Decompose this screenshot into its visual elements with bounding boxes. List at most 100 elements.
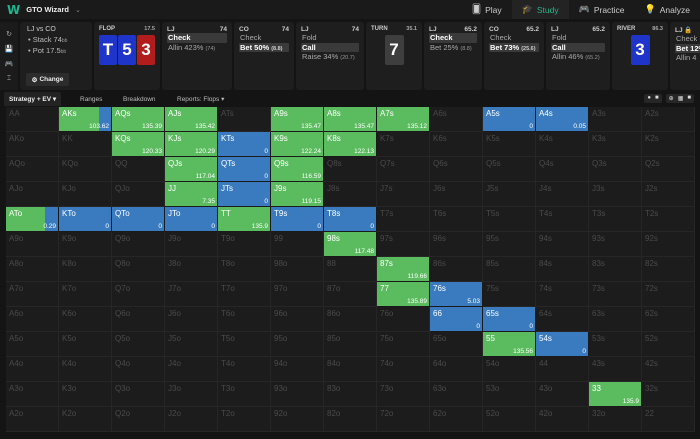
hand-cell-63s[interactable]: 63s (589, 307, 642, 332)
hand-cell-A6s[interactable]: A6s (430, 107, 483, 132)
hand-cell-Q9o[interactable]: Q9o (112, 232, 165, 257)
action-option[interactable]: Check (240, 33, 262, 42)
hand-cell-82s[interactable]: 82s (642, 257, 695, 282)
hand-cell-T5s[interactable]: T5s (483, 207, 536, 232)
hand-cell-KTo[interactable]: KTo 0 (59, 207, 112, 232)
hand-cell-JTo[interactable]: JTo 0 (165, 207, 218, 232)
hand-cell-KQo[interactable]: KQo (59, 157, 112, 182)
action-option[interactable]: Bet 50% (8.8) (239, 42, 289, 52)
hand-cell-74s[interactable]: 74s (536, 282, 589, 307)
hand-cell-84o[interactable]: 84o (324, 357, 377, 382)
hand-cell-K6o[interactable]: K6o (59, 307, 112, 332)
hand-cell-J3o[interactable]: J3o (165, 382, 218, 407)
hand-cell-T8s[interactable]: T8s 0 (324, 207, 377, 232)
hand-cell-KK[interactable]: KK (59, 132, 112, 157)
hand-cell-A5s[interactable]: A5s 0 (483, 107, 536, 132)
hand-cell-Q7o[interactable]: Q7o (112, 282, 165, 307)
hand-cell-QTs[interactable]: QTs 0 (218, 157, 271, 182)
hand-cell-K7s[interactable]: K7s (377, 132, 430, 157)
action-option[interactable]: Check (490, 33, 512, 42)
hand-cell-ATo[interactable]: ATo 0.29 (6, 207, 59, 232)
hand-cell-62o[interactable]: 62o (430, 407, 483, 432)
circle-icon[interactable]: ● (647, 95, 652, 101)
hand-cell-K4o[interactable]: K4o (59, 357, 112, 382)
hand-cell-J6s[interactable]: J6s (430, 182, 483, 207)
hand-cell-73o[interactable]: 73o (377, 382, 430, 407)
hand-cell-74o[interactable]: 74o (377, 357, 430, 382)
hand-cell-JTs[interactable]: JTs 0 (218, 182, 271, 207)
action-option[interactable]: Bet 12% (675, 43, 700, 53)
hand-cell-88[interactable]: 88 (324, 257, 377, 282)
gto-wizard-logo[interactable]: W (7, 2, 21, 17)
hand-cell-73s[interactable]: 73s (589, 282, 642, 307)
hand-cell-J8o[interactable]: J8o (165, 257, 218, 282)
hand-cell-K3s[interactable]: K3s (589, 132, 642, 157)
river-panel[interactable]: RIVER 86.3 3 (612, 22, 668, 90)
hand-cell-64s[interactable]: 64s (536, 307, 589, 332)
hand-cell-J8s[interactable]: J8s (324, 182, 377, 207)
square-icon[interactable]: ■ (687, 95, 691, 101)
hand-cell-QJo[interactable]: QJo (112, 182, 165, 207)
nav-analyze[interactable]: 💡 Analyze (635, 0, 700, 19)
hand-cell-AKs[interactable]: AKs 103.62 (59, 107, 112, 132)
gamepad-icon[interactable]: 🎮 (4, 60, 14, 68)
square-icon[interactable]: ■ (655, 95, 659, 101)
hand-cell-QQ[interactable]: QQ (112, 157, 165, 182)
action-option[interactable]: Check (429, 33, 477, 43)
tab-reports-flops[interactable]: Reports: Flops ▾ (177, 96, 225, 103)
hand-cell-AQo[interactable]: AQo (6, 157, 59, 182)
hand-cell-T3o[interactable]: T3o (218, 382, 271, 407)
hand-cell-J5o[interactable]: J5o (165, 332, 218, 357)
hand-cell-Q5s[interactable]: Q5s (483, 157, 536, 182)
hand-cell-K2o[interactable]: K2o (59, 407, 112, 432)
hand-cell-KTs[interactable]: KTs 0 (218, 132, 271, 157)
hand-cell-Q3s[interactable]: Q3s (589, 157, 642, 182)
turn-panel[interactable]: TURN 35.1 7 (366, 22, 422, 90)
hand-cell-AA[interactable]: AA (6, 107, 59, 132)
action-option[interactable]: Raise 34% (20.7) (302, 52, 355, 61)
hand-cell-J2s[interactable]: J2s (642, 182, 695, 207)
hand-cell-63o[interactable]: 63o (430, 382, 483, 407)
hand-cell-82o[interactable]: 82o (324, 407, 377, 432)
hand-cell-96o[interactable]: 96o (271, 307, 324, 332)
hand-cell-75o[interactable]: 75o (377, 332, 430, 357)
hand-cell-64o[interactable]: 64o (430, 357, 483, 382)
hand-cell-92o[interactable]: 92o (271, 407, 324, 432)
tab-breakdown[interactable]: Breakdown (123, 95, 156, 103)
hand-cell-53s[interactable]: 53s (589, 332, 642, 357)
hand-cell-86o[interactable]: 86o (324, 307, 377, 332)
hand-cell-J6o[interactable]: J6o (165, 307, 218, 332)
hand-cell-Q4s[interactable]: Q4s (536, 157, 589, 182)
hand-cell-83o[interactable]: 83o (324, 382, 377, 407)
hand-cell-J4o[interactable]: J4o (165, 357, 218, 382)
hand-cell-76o[interactable]: 76o (377, 307, 430, 332)
hand-cell-QJs[interactable]: QJs 117.04 (165, 157, 218, 182)
hand-cell-98s[interactable]: 98s 117.48 (324, 232, 377, 257)
hand-cell-54s[interactable]: 54s 0 (536, 332, 589, 357)
hand-cell-A7s[interactable]: A7s 135.12 (377, 107, 430, 132)
action-option[interactable]: Allin 46% (65.2) (552, 52, 600, 61)
hand-cell-KJs[interactable]: KJs 120.29 (165, 132, 218, 157)
hand-cell-QTo[interactable]: QTo 0 (112, 207, 165, 232)
hand-cell-65s[interactable]: 65s 0 (483, 307, 536, 332)
hand-cell-84s[interactable]: 84s (536, 257, 589, 282)
hand-cell-98o[interactable]: 98o (271, 257, 324, 282)
hand-cell-T4o[interactable]: T4o (218, 357, 271, 382)
hand-cell-K8o[interactable]: K8o (59, 257, 112, 282)
hand-cell-52o[interactable]: 52o (483, 407, 536, 432)
hand-cell-Q2s[interactable]: Q2s (642, 157, 695, 182)
hand-cell-J2o[interactable]: J2o (165, 407, 218, 432)
hand-cell-T5o[interactable]: T5o (218, 332, 271, 357)
hand-cell-A8o[interactable]: A8o (6, 257, 59, 282)
hand-cell-43o[interactable]: 43o (536, 382, 589, 407)
action-option[interactable]: Bet 73% (25.6) (489, 42, 539, 52)
hand-cell-TT[interactable]: TT 135.9 (218, 207, 271, 232)
hand-cell-99[interactable]: 99 (271, 232, 324, 257)
hand-cell-AJo[interactable]: AJo (6, 182, 59, 207)
nav-practice[interactable]: 🎮 Practice (569, 0, 635, 19)
hand-cell-K8s[interactable]: K8s 122.13 (324, 132, 377, 157)
hand-cell-54o[interactable]: 54o (483, 357, 536, 382)
hand-cell-T9s[interactable]: T9s 0 (271, 207, 324, 232)
hand-cell-77[interactable]: 77 135.89 (377, 282, 430, 307)
tab-strategy-ev[interactable]: Strategy + EV ▾ (4, 92, 62, 106)
